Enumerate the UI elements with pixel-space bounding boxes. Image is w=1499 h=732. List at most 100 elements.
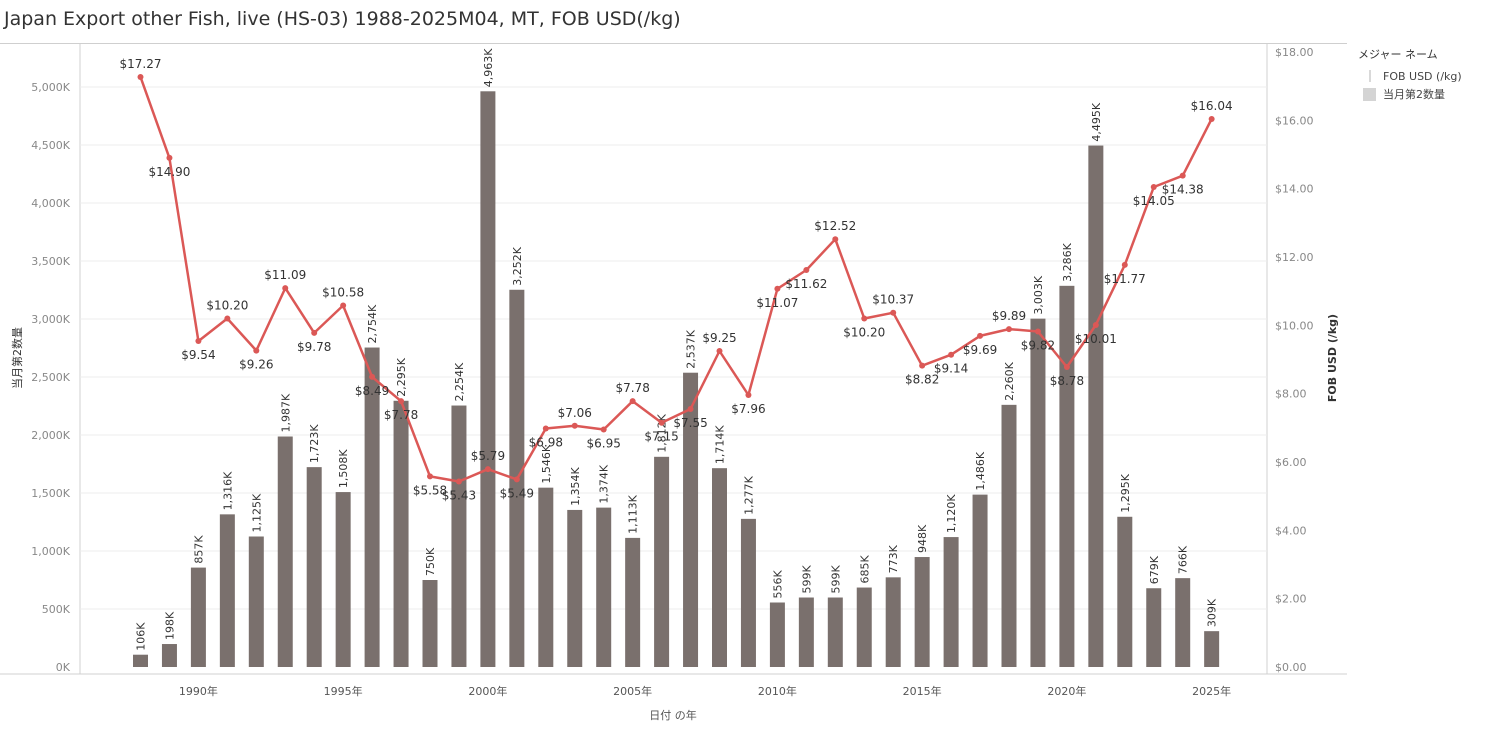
line-point-2004 (600, 426, 607, 433)
line-point-2000 (484, 466, 491, 473)
bar-label-1989: 198K (163, 611, 176, 640)
bar-2012 (827, 597, 843, 667)
line-point-1994 (311, 329, 318, 336)
bar-label-2021: 4,495K (1090, 102, 1103, 141)
legend-label-quantity: 当月第2数量 (1383, 88, 1445, 101)
line-point-2020 (1063, 364, 1070, 371)
line-point-2015 (919, 362, 926, 369)
bar-label-2012: 599K (829, 565, 842, 594)
line-label-2007: $7.55 (673, 416, 707, 430)
bar-label-2019: 3,003K (1032, 275, 1045, 314)
line-point-2016 (948, 351, 955, 358)
bar-2003 (567, 509, 583, 667)
bar-label-1990: 857K (192, 535, 205, 564)
bar-1996 (364, 347, 380, 667)
line-label-2001: $5.49 (500, 486, 534, 500)
bar-2023 (1146, 588, 1162, 667)
bar-label-2013: 685K (858, 555, 871, 584)
y-left-tick-label: 0K (56, 661, 71, 674)
bar-label-2000: 4,963K (482, 48, 495, 87)
bar-label-2003: 1,354K (569, 466, 582, 505)
legend-item-fob[interactable]: FOB USD (/kg) (1358, 67, 1462, 85)
y-left-tick-label: 3,500K (31, 255, 70, 268)
line-label-2003: $7.06 (558, 406, 592, 420)
line-label-2021: $10.01 (1075, 332, 1117, 346)
line-label-2022: $11.77 (1104, 272, 1146, 286)
bar-2000 (480, 91, 496, 668)
line-point-2012 (832, 236, 839, 243)
line-point-2017 (977, 332, 984, 339)
line-point-2022 (1121, 261, 1128, 268)
line-point-2005 (629, 398, 636, 405)
y-left-tick-label: 3,000K (31, 313, 70, 326)
y-right-tick-label: $4.00 (1275, 524, 1307, 537)
bar-2020 (1059, 285, 1075, 667)
line-label-1998: $5.58 (413, 483, 447, 497)
y-right-tick-label: $6.00 (1275, 456, 1307, 469)
bar-label-1993: 1,987K (279, 393, 292, 432)
line-label-2011: $11.62 (785, 277, 827, 291)
line-point-1999 (455, 478, 462, 485)
line-label-2006: $7.15 (644, 430, 678, 444)
line-point-2018 (1006, 326, 1012, 333)
y-right-tick-label: $0.00 (1275, 661, 1307, 674)
line-point-1993 (282, 285, 289, 292)
bar-2015 (914, 557, 930, 667)
bar-2009 (740, 518, 756, 667)
line-point-1996 (369, 373, 376, 380)
y-right-tick-label: $10.00 (1275, 319, 1314, 332)
y-right-tick-label: $18.00 (1275, 46, 1314, 59)
x-tick-label: 2005年 (613, 684, 652, 698)
line-swatch-icon (1369, 70, 1371, 82)
x-tick-label: 2000年 (468, 684, 507, 698)
legend-title: メジャー ネーム (1358, 48, 1438, 61)
y-left-tick-label: 1,500K (31, 487, 70, 500)
line-point-2009 (745, 392, 752, 399)
line-label-1993: $11.09 (264, 268, 306, 282)
line-point-1990 (195, 338, 202, 345)
bar-2002 (538, 487, 554, 667)
bar-1992 (248, 536, 264, 667)
bar-2011 (798, 597, 814, 667)
bar-2013 (856, 587, 872, 667)
line-label-2010: $11.07 (756, 296, 798, 310)
bar-2025 (1204, 631, 1220, 667)
x-axis-title: 日付 の年 (649, 708, 697, 722)
bar-label-2023: 679K (1148, 555, 1161, 584)
bar-2022 (1117, 516, 1133, 667)
y-right-tick-label: $12.00 (1275, 251, 1314, 264)
bar-2017 (972, 494, 988, 667)
bar-label-2011: 599K (800, 565, 813, 594)
line-label-2000: $5.79 (471, 449, 505, 463)
line-point-2021 (1092, 321, 1099, 328)
line-point-2011 (803, 266, 810, 273)
x-tick-label: 2025年 (1192, 684, 1231, 698)
bar-2024 (1175, 578, 1191, 667)
fob-price-line (139, 76, 1213, 483)
x-tick-label: 2015年 (903, 684, 942, 698)
line-point-2023 (1150, 183, 1157, 190)
bar-2008 (712, 468, 727, 667)
bar-label-1999: 2,254K (453, 362, 466, 401)
bar-2010 (769, 602, 785, 667)
bar-2021 (1088, 145, 1104, 667)
line-point-2002 (542, 425, 549, 432)
legend-item-quantity[interactable]: 当月第2数量 (1358, 85, 1462, 103)
bar-label-2017: 1,486K (974, 451, 987, 490)
line-point-2007 (687, 406, 694, 413)
line-label-1989: $14.90 (148, 165, 190, 179)
bar-label-1992: 1,125K (250, 493, 263, 532)
line-label-1994: $9.78 (297, 340, 331, 354)
x-tick-label: 2020年 (1047, 684, 1086, 698)
line-point-1991 (224, 315, 231, 322)
line-label-2023: $14.05 (1133, 194, 1175, 208)
y-right-tick-label: $8.00 (1275, 388, 1307, 401)
line-label-2025: $16.04 (1191, 99, 1233, 113)
chart-title: Japan Export other Fish, live (HS-03) 19… (4, 8, 681, 30)
bar-1990 (190, 567, 206, 667)
line-point-2013 (861, 315, 868, 322)
bar-swatch-icon (1363, 87, 1376, 101)
line-label-2018: $9.89 (992, 309, 1026, 323)
line-label-2009: $7.96 (731, 402, 765, 416)
bar-2018 (1001, 404, 1017, 667)
